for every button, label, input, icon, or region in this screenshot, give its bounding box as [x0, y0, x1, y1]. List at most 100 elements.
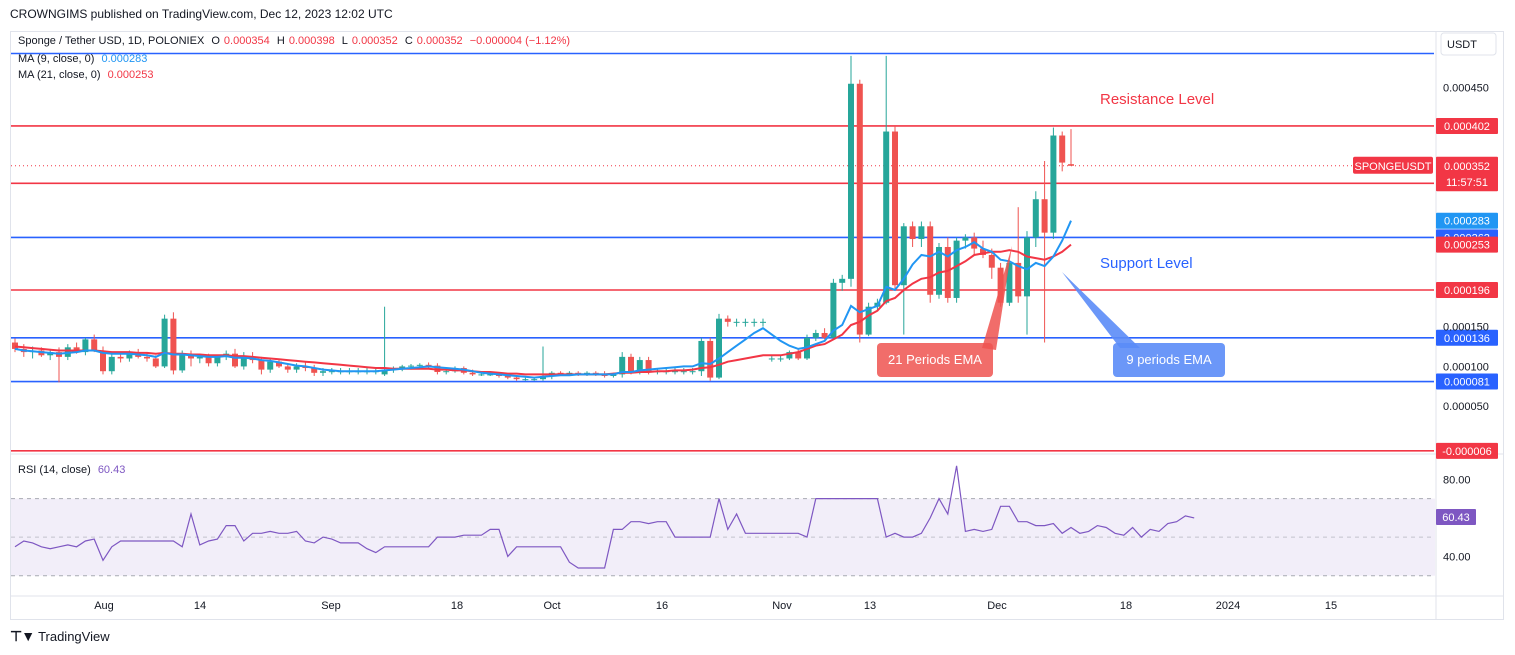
time-tick-label: Dec — [987, 600, 1007, 612]
candle-body — [1006, 262, 1013, 303]
candle-body — [108, 356, 115, 372]
rsi-label: RSI (14, close) — [18, 464, 91, 476]
resistance-label: Resistance Level — [1100, 91, 1214, 108]
level-badge — [1436, 373, 1498, 390]
ma21-legend: MA (21, close, 0) 0.000253 — [18, 69, 158, 81]
tradingview-brand: TradingView — [38, 629, 110, 644]
candle-body — [953, 240, 960, 298]
open-value: 0.000354 — [223, 35, 270, 47]
low-value: 0.000352 — [351, 35, 398, 47]
candle-body — [927, 226, 934, 295]
candle-body — [214, 356, 221, 364]
last-price-label: 0.000352 — [1444, 161, 1490, 173]
candle-body — [117, 356, 124, 359]
level-badge — [1436, 442, 1498, 459]
level-badge-label: 0.000136 — [1444, 333, 1490, 345]
tradingview-logo[interactable]: ⊤▼ TradingView — [10, 628, 110, 645]
candle-body — [988, 254, 995, 268]
candle-body — [381, 369, 388, 375]
candle-body — [276, 361, 282, 367]
candle-body — [865, 306, 872, 335]
candle-body — [636, 360, 643, 373]
candle-body — [962, 237, 969, 241]
candle-body — [786, 352, 793, 359]
ma9-legend: MA (9, close, 0) 0.000283 — [18, 53, 151, 65]
time-tick-label: 15 — [1325, 600, 1337, 612]
level-badge-label: 0.000402 — [1444, 121, 1490, 133]
level-badge — [1436, 281, 1498, 298]
candle-body — [909, 226, 916, 240]
annotations: Resistance Level Support Level 21 Periods … — [877, 91, 1225, 377]
close-label: C — [404, 35, 413, 47]
candle-body — [1068, 164, 1074, 166]
last-price-badge — [1436, 156, 1498, 191]
candle-body — [179, 353, 186, 371]
candle-body — [91, 339, 98, 351]
candle-body — [293, 366, 300, 370]
candle-body — [883, 131, 890, 303]
candle-body — [812, 332, 819, 338]
candle-body — [707, 340, 714, 378]
ticker-badge — [1353, 156, 1433, 174]
time-tick-label: 2024 — [1216, 600, 1240, 612]
candle-body — [628, 356, 634, 373]
time-tick-label: Aug — [94, 600, 114, 612]
candle-body — [311, 368, 318, 373]
currency-button — [1440, 32, 1497, 56]
ticker-badge-label: SPONGEUSDT — [1354, 161, 1431, 173]
ma21-label: MA (21, close, 0) — [18, 69, 101, 81]
candle-body — [900, 226, 907, 286]
candle-body — [768, 358, 775, 360]
price-tick-label: 0.000150 — [1443, 322, 1489, 334]
candle-body — [408, 365, 414, 367]
candle-body — [144, 356, 150, 359]
level-badge — [1436, 117, 1498, 134]
candle-body — [170, 318, 177, 371]
price-tick-label: 0.000050 — [1443, 401, 1489, 413]
ma21-value: 0.000253 — [107, 69, 154, 81]
candle-body — [733, 321, 740, 323]
high-label: H — [276, 35, 285, 47]
ma21-badge — [1436, 236, 1498, 253]
chart-frame — [10, 31, 1504, 620]
rsi-tick-label: 80.00 — [1443, 474, 1471, 486]
horizontal-levels: 0.0004020.0003300.0002620.0001960.000136… — [11, 52, 1498, 459]
candle-body — [936, 246, 942, 295]
ema21-callout-pointer — [982, 246, 1012, 350]
time-tick-label: Oct — [543, 600, 560, 612]
candle-body — [619, 356, 626, 375]
support-label: Support Level — [1100, 255, 1193, 272]
candle-body — [126, 353, 133, 359]
candle-body — [698, 340, 705, 372]
close-value: 0.000352 — [416, 35, 463, 47]
candle-body — [531, 379, 538, 381]
candle-body — [205, 356, 212, 364]
ma9-line — [14, 220, 1072, 379]
candle-body — [196, 356, 203, 359]
candle-body — [980, 248, 986, 255]
level-badge-label: 0.000196 — [1444, 285, 1490, 297]
candle-body — [152, 358, 159, 367]
candle-body — [751, 321, 758, 323]
candle-body — [918, 226, 925, 240]
ma9-badge-label: 0.000283 — [1444, 216, 1490, 228]
ma9-value: 0.000283 — [101, 53, 148, 65]
candle-body — [1032, 199, 1039, 238]
candle-body — [425, 364, 432, 366]
rsi-tick-label: 40.00 — [1443, 551, 1471, 563]
candle-body — [258, 360, 265, 370]
candle-body — [760, 321, 766, 323]
high-value: 0.000398 — [288, 35, 335, 47]
candle-body — [487, 374, 494, 376]
ema21-callout-text: 21 Periods EMA — [888, 352, 982, 367]
candle-body — [1024, 237, 1030, 297]
ema21-callout-box — [877, 343, 993, 377]
candle-body — [12, 342, 18, 349]
price-tick-label: 0.000100 — [1443, 361, 1489, 373]
time-tick-label: Nov — [772, 600, 792, 612]
candle-body — [522, 379, 529, 381]
candle-body — [416, 364, 423, 366]
rsi-line-group — [14, 465, 1195, 569]
candle-body — [1059, 135, 1066, 163]
